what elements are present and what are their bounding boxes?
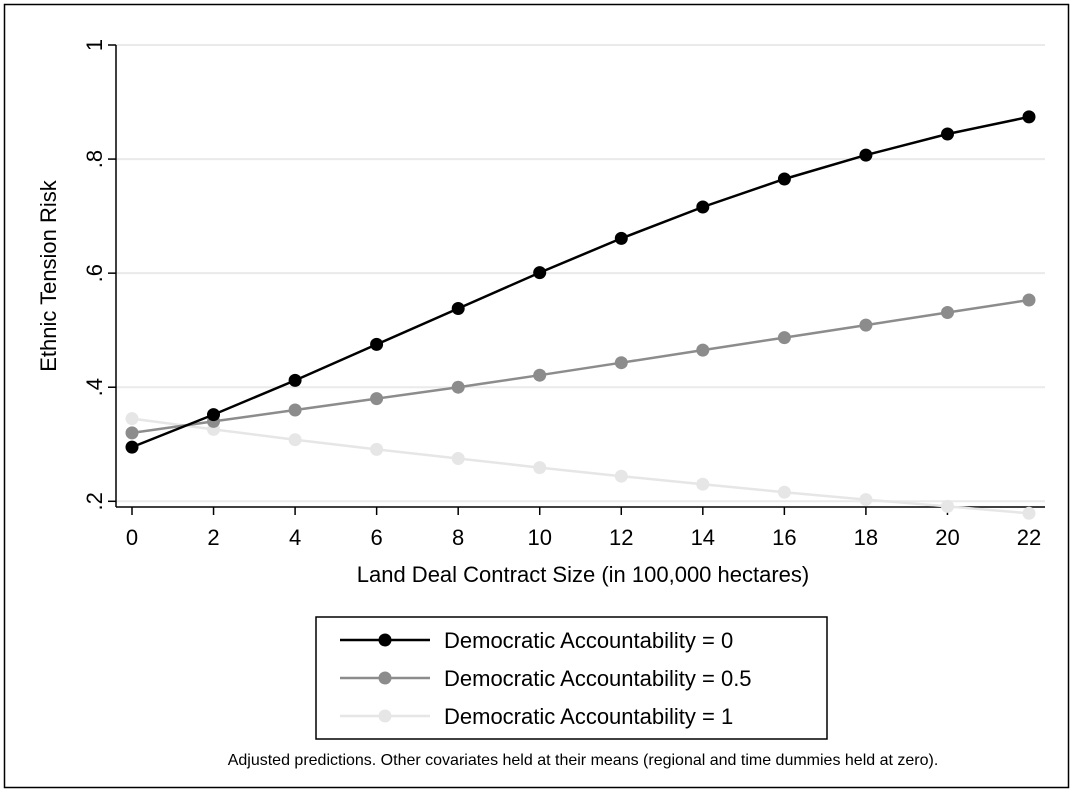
y-tick-label: .2 [82,492,107,510]
y-tick-label: .4 [82,378,107,396]
data-point [696,200,710,214]
data-point [1022,506,1036,520]
data-point [941,306,954,319]
legend-marker [378,709,392,723]
data-point [1022,293,1036,307]
data-point [1022,110,1036,124]
data-point [614,469,628,483]
data-point [125,412,139,426]
y-tick-label: .6 [82,264,107,282]
x-tick-label: 16 [772,525,796,550]
data-point [941,499,954,513]
data-point [859,318,873,332]
data-point [614,356,628,370]
data-point [777,331,791,345]
axis-layer: .2.4.6.810 2 4 6 8 10 12 14 16 18 20 22 [82,39,1045,550]
legend: Democratic Accountability = 0 Democratic … [315,616,828,740]
x-tick-label: 14 [691,525,715,550]
data-point [207,408,220,422]
data-point [288,403,302,417]
x-tick-label: 10 [527,525,551,550]
x-tick-label: 6 [371,525,383,550]
data-point [533,368,547,382]
data-point [777,485,791,499]
legend-label: Democratic Accountability = 0.5 [444,666,752,691]
y-tick-label: .8 [82,150,107,168]
data-point [451,452,465,465]
data-point [288,373,302,387]
x-tick-label: 12 [609,525,633,550]
data-point [370,442,384,456]
data-point [696,477,710,491]
x-tick-label: 2 [207,525,219,550]
data-point [125,440,139,454]
data-point [370,392,384,406]
x-axis-label: Land Deal Contract Size (in 100,000 hect… [357,562,809,587]
y-tick-label: 1 [82,39,107,51]
y-axis-label: Ethnic Tension Risk [36,179,61,372]
x-tick-label: 4 [289,525,301,550]
x-tick-label: 22 [1017,525,1041,550]
data-point [451,302,465,315]
legend-marker [378,671,392,685]
data-point [533,461,547,475]
legend-label: Democratic Accountability = 0 [444,628,733,653]
series-layer [125,110,1036,520]
x-tick-label: 8 [452,525,464,550]
data-point [696,343,710,357]
data-point [288,433,302,447]
legend-marker [378,633,392,647]
x-tick-label: 18 [854,525,878,550]
data-point [941,127,954,141]
series-line [131,115,1030,449]
series-line [131,417,1030,515]
x-tick-label: 20 [935,525,959,550]
chart-note: Adjusted predictions. Other covariates h… [228,752,939,769]
data-point [614,231,628,245]
legend-label: Democratic Accountability = 1 [444,704,733,729]
x-tick-label: 0 [126,525,138,550]
data-point [859,493,873,507]
data-point [533,266,547,280]
data-point [777,172,791,186]
data-point [859,148,873,162]
data-point [125,426,139,440]
data-point [370,337,384,351]
data-point [451,380,465,394]
series-line [131,298,1030,435]
